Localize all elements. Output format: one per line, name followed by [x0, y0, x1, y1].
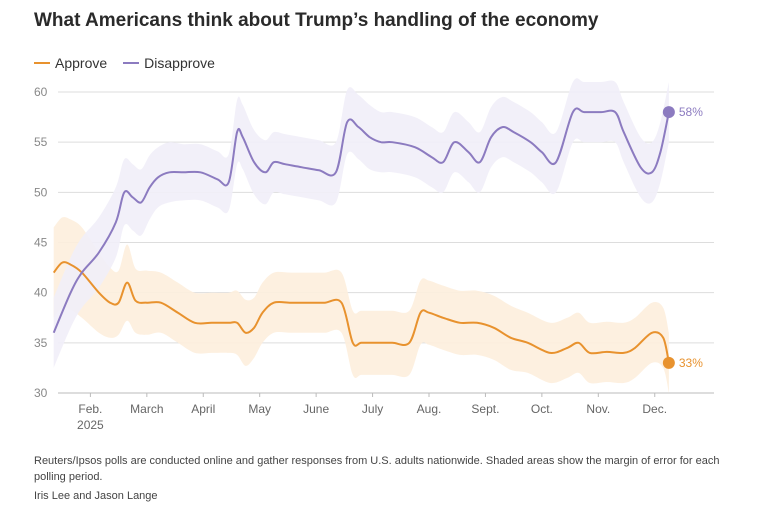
x-tick-label: Sept. [471, 402, 499, 416]
chart-title: What Americans think about Trump’s handl… [34, 10, 599, 31]
legend-item-disapprove: Disapprove [123, 55, 215, 71]
x-tick-label: Oct. [531, 402, 553, 416]
line-disapprove [52, 107, 670, 334]
band-approve [53, 216, 669, 393]
end-label-disapprove: 58% [679, 105, 703, 119]
x-tick-label: March [130, 402, 163, 416]
y-tick-label: 45 [34, 236, 48, 250]
band-disapprove [53, 78, 669, 368]
x-tick-label: May [248, 402, 271, 416]
line-chart: 30 35 40 45 50 55 60 Feb. 2025 March April May June J… [34, 78, 714, 432]
legend: Approve Disapprove [34, 55, 231, 71]
x-tick-label: June [303, 402, 329, 416]
legend-swatch-approve [34, 62, 50, 64]
x-tick-label: April [191, 402, 215, 416]
x-tick-label: July [362, 402, 383, 416]
x-tick-label: Nov. [586, 402, 610, 416]
legend-item-approve: Approve [34, 55, 107, 71]
end-point-approve [662, 356, 675, 369]
x-tick-label: Aug. [417, 402, 442, 416]
y-tick-label: 50 [34, 185, 48, 199]
chart-byline: Iris Lee and Jason Lange [34, 490, 158, 502]
x-tick-label: Feb. [78, 402, 102, 416]
y-tick-label: 35 [34, 336, 48, 350]
y-tick-label: 60 [34, 85, 48, 99]
chart-footnote: Reuters/Ipsos polls are conducted online… [34, 455, 720, 483]
y-tick-label: 30 [34, 386, 48, 400]
y-tick-label: 55 [34, 135, 48, 149]
x-tick-sublabel: 2025 [77, 418, 104, 432]
legend-swatch-disapprove [123, 62, 140, 64]
legend-label-disapprove: Disapprove [144, 55, 215, 71]
end-label-approve: 33% [679, 356, 703, 370]
y-tick-label: 40 [34, 286, 48, 300]
end-point-disapprove [662, 106, 675, 119]
line-approve [52, 261, 670, 364]
x-tick-label: Dec. [642, 402, 667, 416]
legend-label-approve: Approve [55, 55, 108, 71]
